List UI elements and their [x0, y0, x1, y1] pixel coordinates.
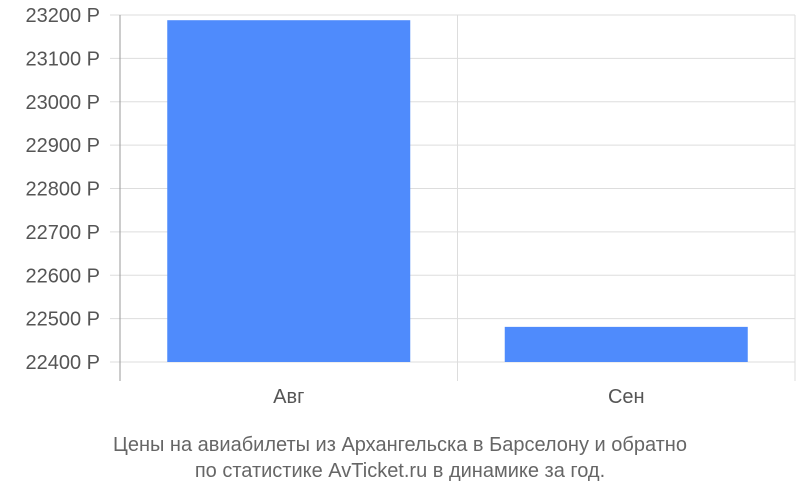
chart-caption-line-2: по статистике AvTicket.ru в динамике за … — [194, 460, 606, 482]
y-tick-label: 22500 Р — [25, 309, 100, 331]
y-tick-label: 22700 Р — [25, 222, 100, 244]
y-tick-label: 23200 Р — [25, 5, 100, 27]
bar-chart: 22400 Р 22500 Р 22600 Р 22700 Р 22800 Р 22900… — [25, 5, 796, 408]
y-tick-label: 22800 Р — [25, 179, 100, 201]
x-category-label: Сен — [608, 386, 645, 408]
y-tick-label: 22400 Р — [25, 352, 100, 374]
chart-caption-line-1: Цены на авиабилеты из Архангельска в Бар… — [113, 434, 687, 456]
y-tick-label: 22900 Р — [25, 135, 100, 157]
bar-1 — [167, 20, 411, 363]
bar-2 — [504, 326, 748, 362]
y-tick-label: 22600 Р — [25, 265, 100, 287]
x-category-label: Авг — [273, 386, 304, 408]
y-tick-label: 23100 Р — [25, 48, 100, 70]
y-tick-label: 23000 Р — [25, 92, 100, 114]
